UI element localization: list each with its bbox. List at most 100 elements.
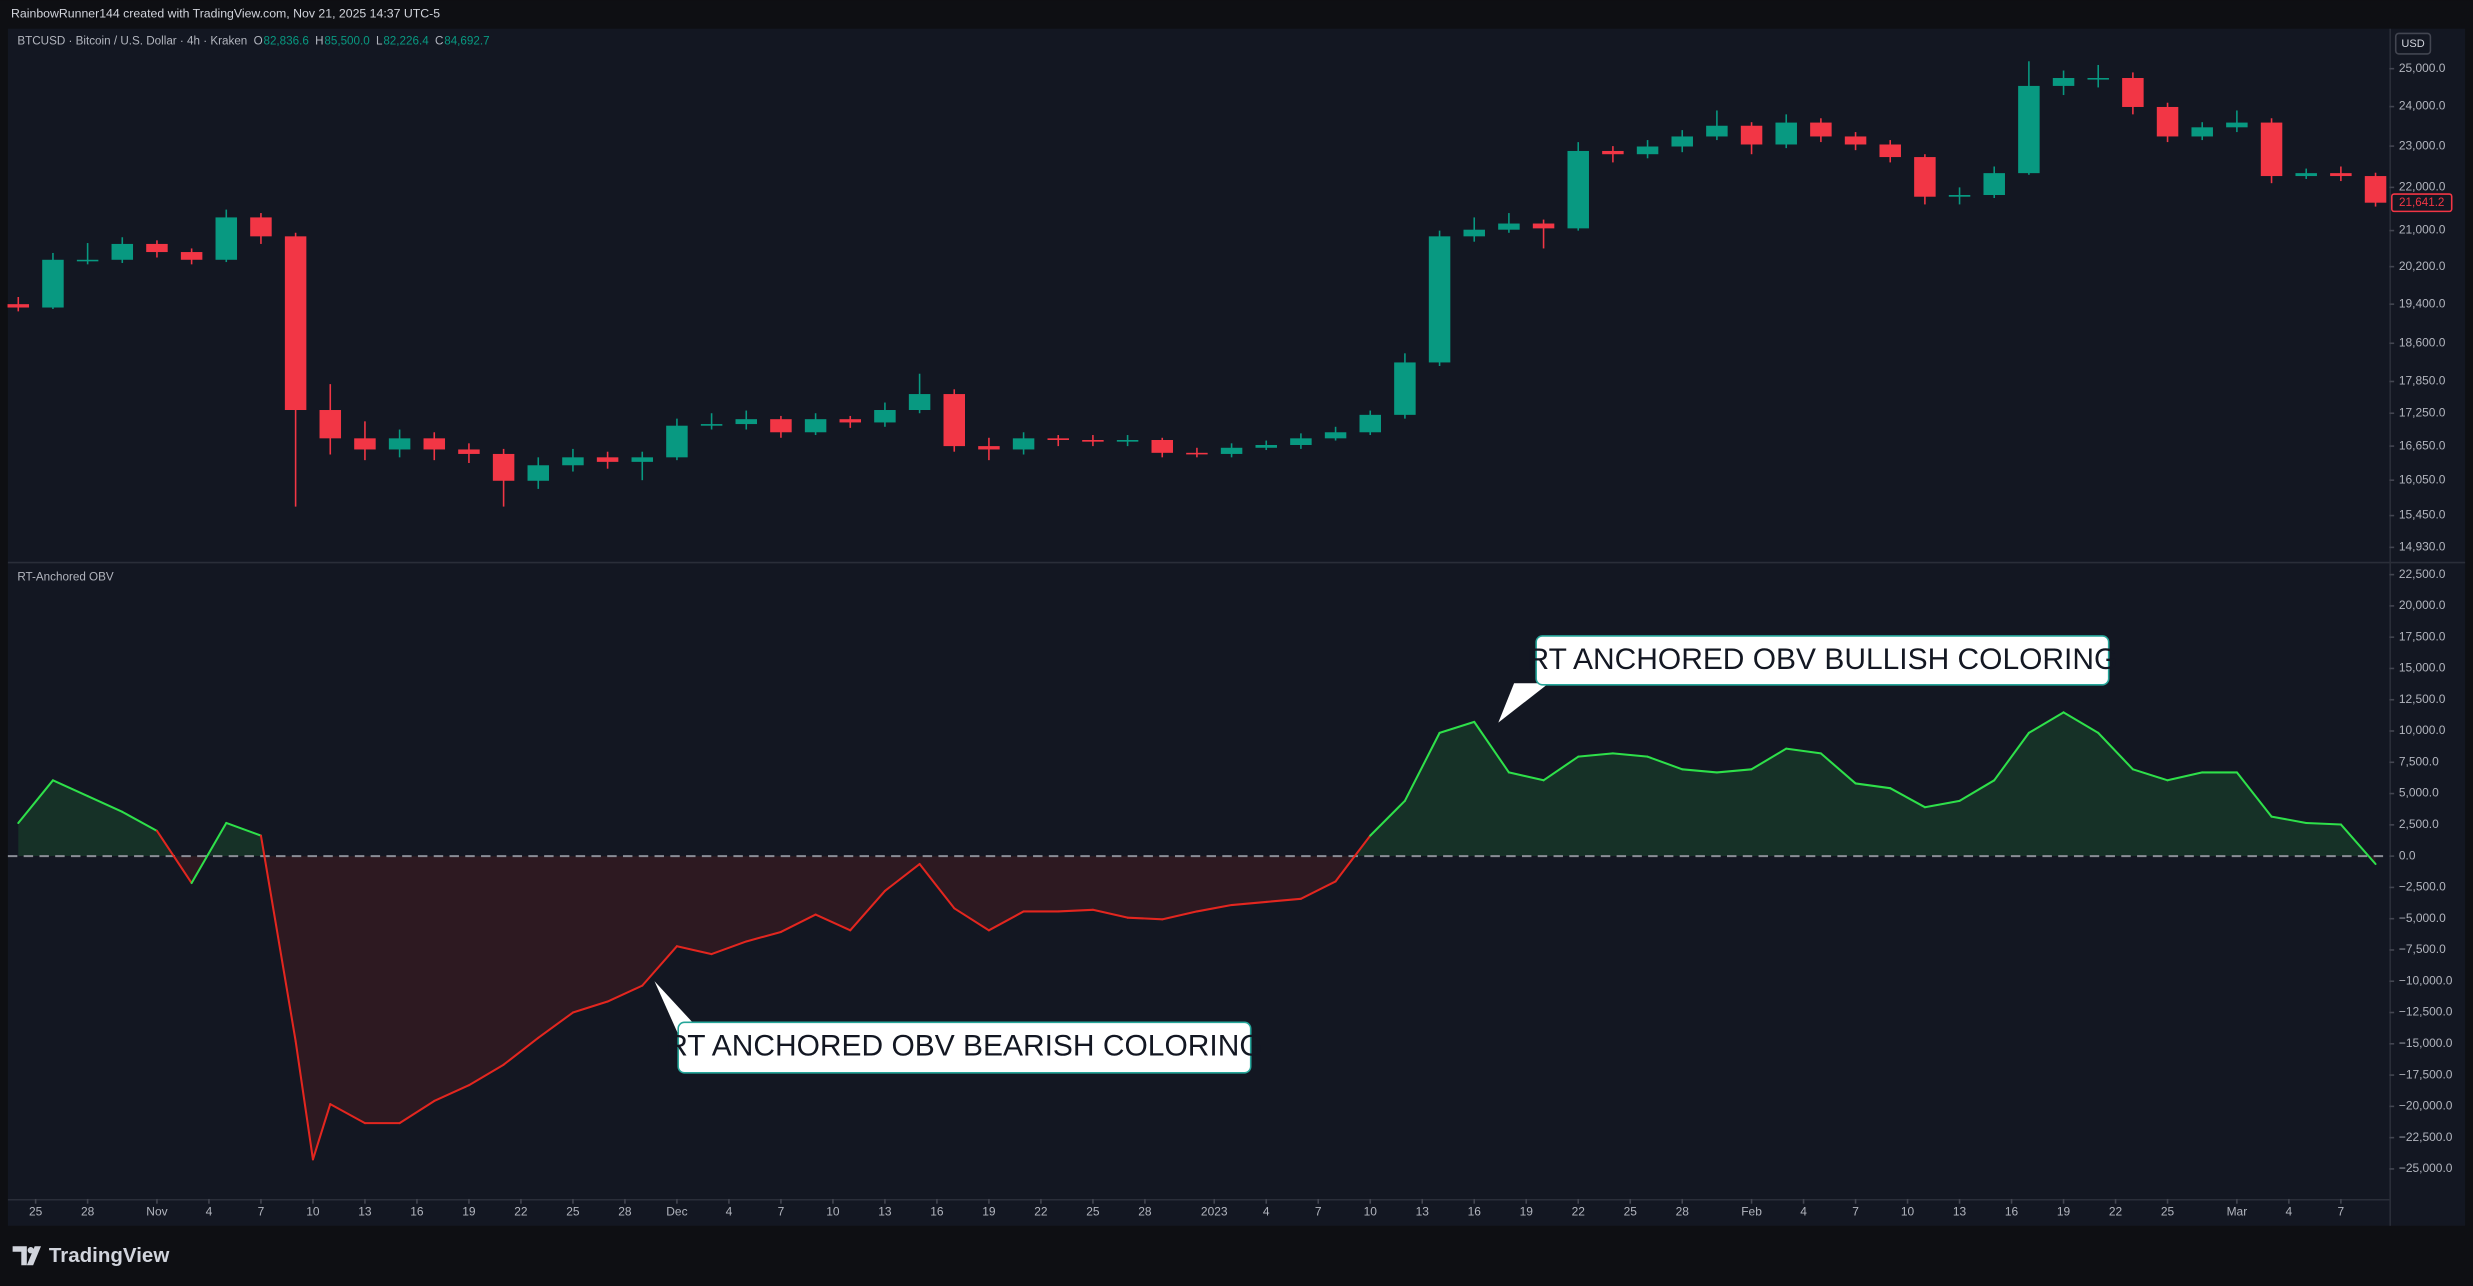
candle-body [1463, 229, 1485, 237]
candle-body [1636, 146, 1659, 155]
obv-segment [2027, 711, 2065, 734]
candle-body [2330, 173, 2352, 177]
candle-body [1498, 223, 1520, 230]
y-tick-label: 15,450.0 [2399, 508, 2446, 522]
candle-body [2364, 176, 2387, 203]
obv-segment [1785, 747, 1822, 755]
candle-body [562, 457, 584, 466]
footer-logo: TradingView [12, 1244, 169, 1267]
obv-segment [467, 1063, 505, 1087]
obv-segment [1507, 771, 1545, 782]
y-tick-label: −17,500.0 [2399, 1067, 2453, 1081]
candle-body [1567, 150, 1589, 229]
y-tick-label: 12,500.0 [2399, 692, 2446, 706]
obv-segment [1473, 720, 1510, 774]
obv-segment [1715, 768, 1753, 774]
obv-segment [51, 779, 89, 798]
candle-body [978, 446, 1000, 450]
obv-segment [1681, 768, 1718, 774]
symbol-title: BTCUSD · Bitcoin / U.S. Dollar · 4h · Kr… [17, 34, 247, 47]
obv-segment [571, 1000, 609, 1014]
x-tick-label: 7 [258, 1205, 265, 1219]
x-tick-label: Nov [146, 1205, 167, 1219]
obv-segment [1126, 916, 1164, 921]
obv-segment [2270, 815, 2308, 824]
ohlc-key: H [315, 34, 323, 47]
y-tick-label: 21,000.0 [2399, 223, 2446, 237]
x-tick-label: 16 [2005, 1205, 2019, 1219]
obv-area-bearish [18, 856, 2376, 1160]
last-price-label: 21,641.2 [2399, 196, 2444, 209]
candle-body [42, 259, 64, 308]
x-tick-label: 28 [1676, 1205, 1690, 1219]
y-tick-label: −20,000.0 [2399, 1099, 2453, 1113]
candle-body [2018, 85, 2040, 174]
candle-body [596, 457, 619, 462]
obv-segment [2305, 821, 2342, 826]
y-tick-label: 17,500.0 [2399, 629, 2446, 643]
obv-segment [155, 829, 193, 885]
logo-text: TradingView [49, 1244, 169, 1267]
obv-segment [225, 821, 262, 837]
x-tick-label: 25 [566, 1205, 580, 1219]
bullish-callout: RT ANCHORED OBV BULLISH COLORING [1498, 635, 2117, 723]
obv-segment [329, 1103, 366, 1125]
obv-segment [2235, 771, 2273, 818]
obv-segment [675, 945, 713, 956]
candle-body [180, 252, 203, 260]
candle-body [2122, 78, 2144, 107]
y-tick-label: 24,000.0 [2399, 99, 2446, 113]
callout-text: RT ANCHORED OBV BEARISH COLORING [666, 1029, 1262, 1062]
x-tick-label: 4 [726, 1205, 733, 1219]
x-tick-label: 16 [410, 1205, 424, 1219]
obv-area-bullish [18, 712, 2369, 857]
candle-body [76, 259, 99, 262]
y-tick-label: 17,250.0 [2399, 405, 2446, 419]
candle-body [1602, 150, 1624, 155]
callout-pointer [1498, 683, 1549, 723]
callout-box [677, 1021, 1252, 1074]
obv-segment [259, 834, 297, 1042]
x-tick-label: 7 [2338, 1205, 2345, 1219]
x-tick-label: 4 [1800, 1205, 1807, 1219]
obv-segment [502, 1036, 540, 1066]
y-tick-label: 17,850.0 [2399, 374, 2446, 388]
x-tick-label: 7 [1315, 1205, 1322, 1219]
obv-segment [398, 1099, 436, 1125]
candle-body [1012, 438, 1035, 450]
currency-label[interactable]: USD [2401, 38, 2424, 50]
candle-body [1740, 125, 1763, 145]
candle-body [2191, 127, 2213, 137]
obv-segment [1369, 799, 1406, 837]
obv-segment [2339, 823, 2377, 866]
obv-segment [17, 779, 54, 824]
obv-segment [2062, 711, 2100, 734]
candle-body [1220, 447, 1243, 454]
x-tick-label: 13 [358, 1205, 372, 1219]
y-tick-label: 7,500.0 [2399, 754, 2439, 768]
candle-body [319, 410, 342, 439]
y-tick-label: 19,400.0 [2399, 296, 2446, 310]
candle-body [423, 438, 446, 450]
candle-body [631, 457, 654, 462]
obv-segment [1334, 834, 1372, 883]
obv-segment [190, 821, 228, 885]
candle-body [1671, 136, 1693, 147]
obv-segment [1611, 752, 1649, 758]
x-tick-label: 25 [29, 1205, 43, 1219]
y-tick-label: −5,000.0 [2399, 911, 2446, 925]
candle-body [2156, 106, 2179, 137]
x-tick-label: 10 [306, 1205, 320, 1219]
x-tick-label: 25 [1086, 1205, 1100, 1219]
currency-button[interactable] [2394, 32, 2432, 55]
x-tick-label: 10 [826, 1205, 840, 1219]
obv-segment [1993, 731, 2030, 782]
obv-segment [710, 940, 748, 956]
y-tick-label: −2,500.0 [2399, 880, 2446, 894]
obv-segment [121, 810, 158, 832]
x-tick-label: 19 [1520, 1205, 1534, 1219]
ohlc-value: 82,836.6 [263, 34, 308, 47]
candle-body [354, 438, 376, 450]
x-tick-label: Feb [1741, 1205, 1762, 1219]
